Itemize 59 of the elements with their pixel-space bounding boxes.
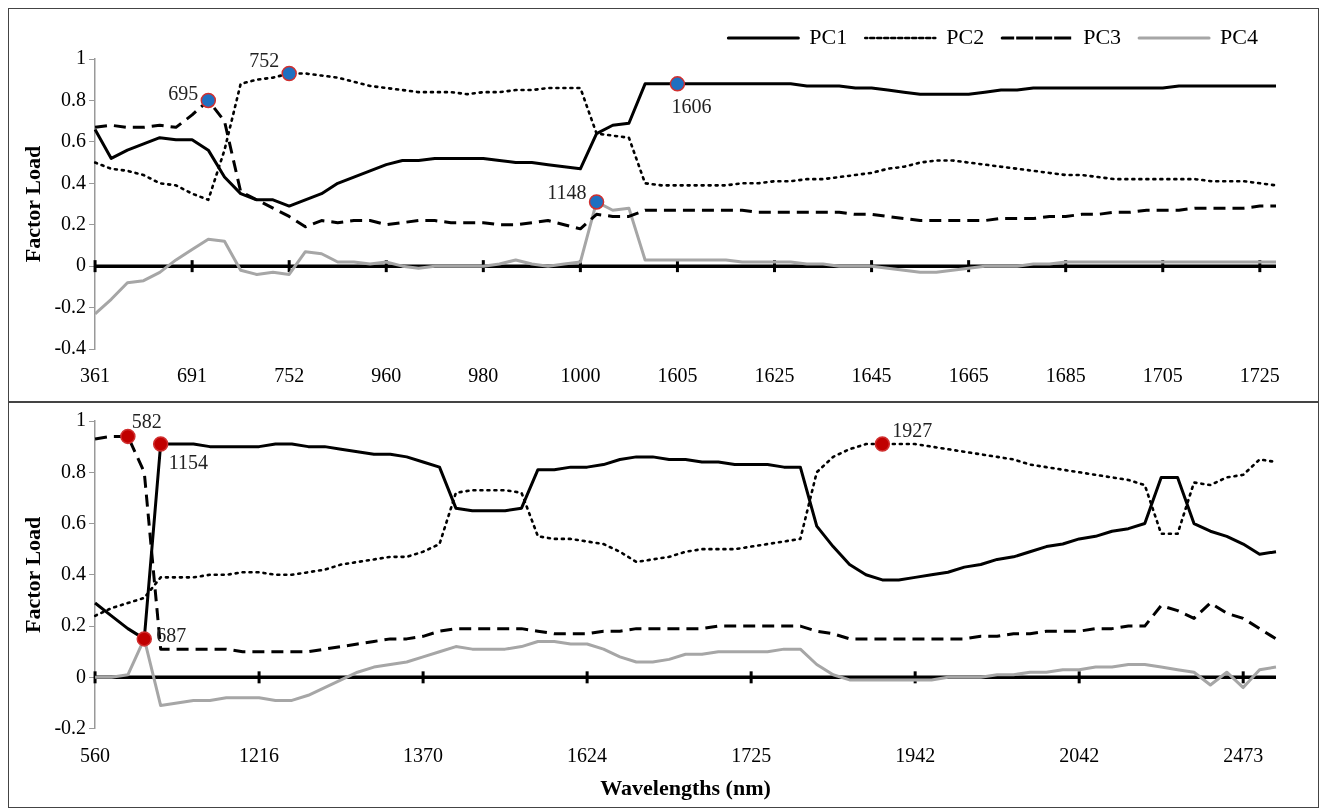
y-tick-label: 0.4 — [61, 562, 87, 585]
x-tick-label: 1705 — [1142, 364, 1183, 387]
y-tick-label: 0 — [76, 253, 87, 276]
legend-label: PC2 — [946, 23, 985, 49]
x-tick-label: 1625 — [754, 364, 795, 387]
x-tick-label: 1685 — [1045, 364, 1086, 387]
y-tick-label: 0.6 — [61, 510, 87, 533]
annotation: 1927 — [892, 419, 933, 442]
x-tick-label: 1216 — [239, 743, 280, 766]
y-tick-label: 0.2 — [61, 211, 87, 234]
x-axis-title: Wavelengths (nm) — [600, 775, 771, 801]
annotation: 695 — [168, 81, 199, 104]
y-tick-label: 0.8 — [61, 87, 87, 110]
y-tick-label: 0.4 — [61, 170, 87, 193]
y-tick-label: -0.2 — [54, 294, 87, 317]
annotation: 752 — [249, 48, 280, 71]
y-tick-label: 0.6 — [61, 129, 87, 152]
annotation: 687 — [156, 624, 187, 647]
y-tick-label: 0.2 — [61, 613, 87, 636]
annotation: 1606 — [671, 95, 712, 118]
x-tick-label: 1725 — [731, 743, 772, 766]
point — [669, 76, 686, 92]
x-tick-label: 361 — [80, 364, 111, 387]
x-tick-label: 1942 — [895, 743, 936, 766]
y-tick-label: 0.8 — [61, 459, 87, 482]
y-tick-label: -0.4 — [54, 336, 87, 359]
legend-label: PC3 — [1083, 23, 1122, 49]
point — [200, 92, 217, 109]
y-axis-title: Factor Load — [19, 516, 45, 633]
annotation: 1148 — [547, 181, 587, 204]
x-tick-label: 960 — [371, 364, 402, 387]
point — [120, 428, 136, 445]
point — [874, 436, 891, 452]
legend-label: PC1 — [809, 23, 848, 49]
y-tick-label: -0.2 — [54, 715, 87, 738]
legend-label: PC4 — [1220, 23, 1259, 49]
y-tick-label: 0 — [76, 664, 87, 687]
x-tick-label: 1605 — [657, 364, 698, 387]
x-tick-label: 1000 — [560, 364, 601, 387]
x-tick-label: 2473 — [1223, 743, 1264, 766]
y-axis-title: Factor Load — [19, 145, 45, 263]
annotation: 1154 — [168, 451, 208, 474]
x-tick-label: 1725 — [1239, 364, 1280, 387]
y-tick-label: 1 — [76, 408, 87, 431]
annotation: 582 — [131, 409, 162, 432]
x-tick-label: 1665 — [948, 364, 989, 387]
x-tick-label: 1624 — [567, 743, 608, 766]
x-tick-label: 1645 — [851, 364, 892, 387]
x-tick-label: 752 — [274, 364, 305, 387]
x-tick-label: 1370 — [403, 743, 444, 766]
point — [136, 631, 153, 647]
x-tick-label: 560 — [80, 743, 111, 766]
point — [281, 65, 297, 82]
x-tick-label: 691 — [177, 364, 208, 387]
point — [152, 436, 169, 452]
point — [588, 194, 605, 210]
y-tick-label: 1 — [76, 46, 87, 69]
x-tick-label: 980 — [468, 364, 499, 387]
x-tick-label: 2042 — [1059, 743, 1100, 766]
